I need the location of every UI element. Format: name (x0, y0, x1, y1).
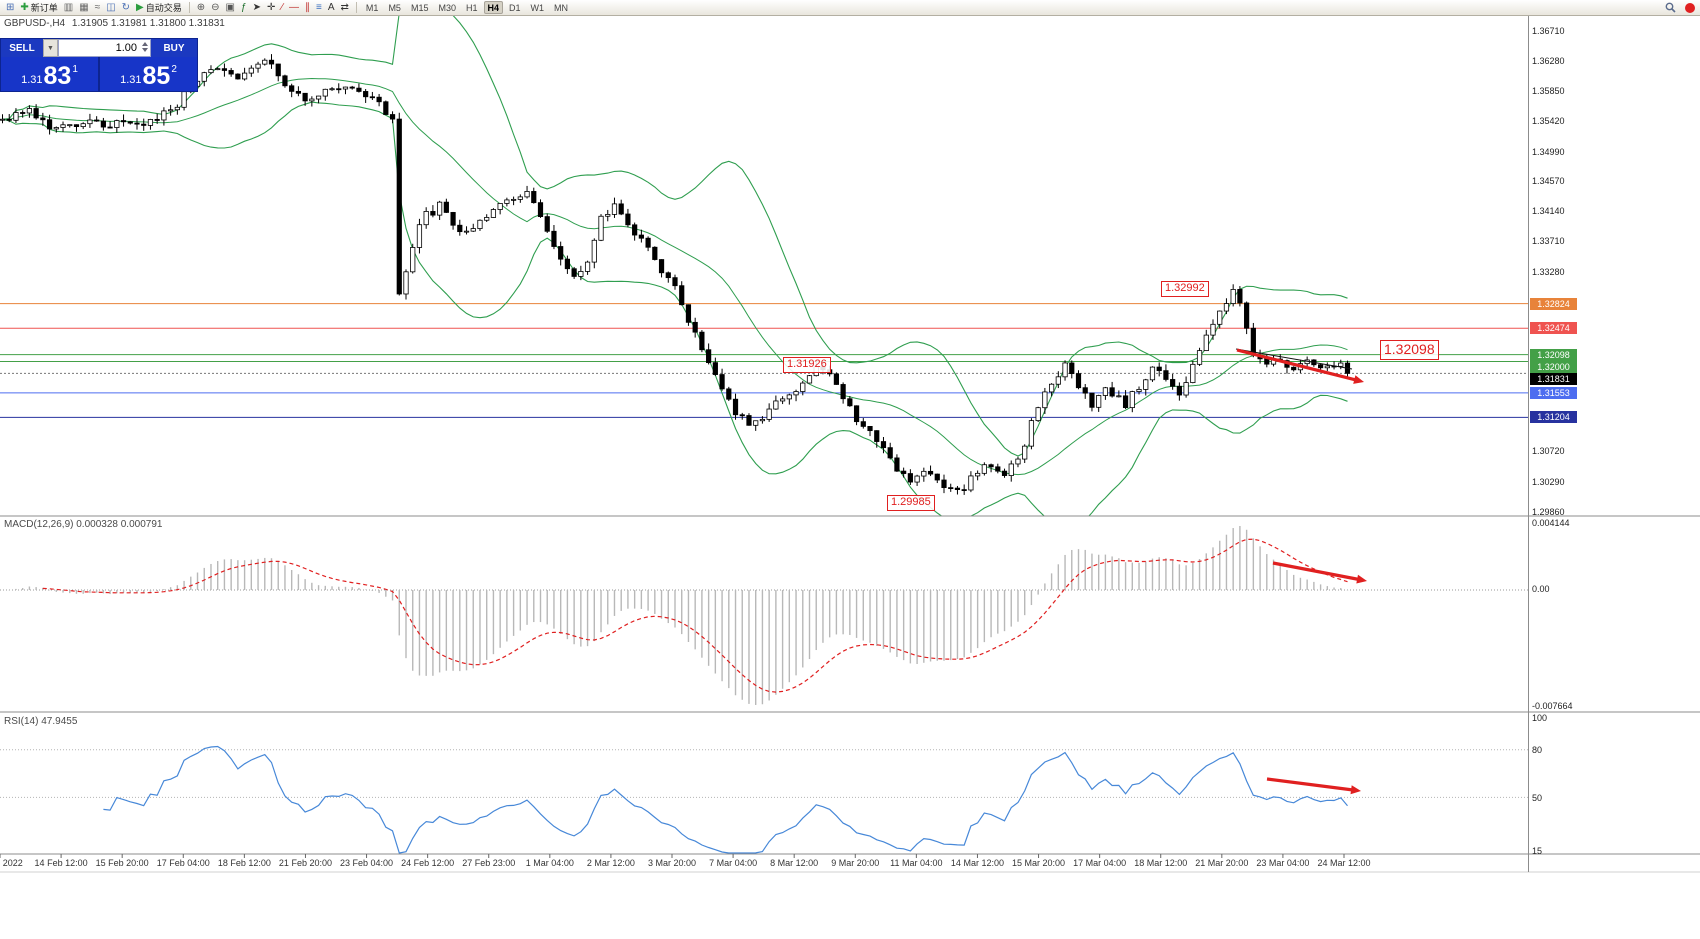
toolbar-right-group (1662, 1, 1697, 15)
chart-candles-icon[interactable]: ▦ (77, 1, 90, 15)
cursor-icon-glyph: ➤ (252, 1, 261, 13)
new-order-button-label: 新订单 (30, 3, 58, 13)
indicators-icon[interactable]: ƒ (239, 1, 249, 15)
buy-price-big: 85 (142, 62, 171, 90)
trendline-icon-glyph: ∕ (281, 1, 284, 13)
timeframe-d1-button[interactable]: D1 (509, 3, 521, 13)
search-icon-glyph (1665, 2, 1676, 13)
timeframe-mn-button[interactable]: MN (554, 3, 569, 13)
text-tool-icon[interactable]: A (326, 1, 337, 15)
price-axis[interactable] (1529, 16, 1700, 872)
sell-price-display[interactable]: 1.31 83 1 (1, 57, 98, 91)
chart-line-icon[interactable]: ≈ (93, 1, 103, 15)
arrows-tool-icon-glyph: ⇄ (340, 1, 349, 13)
autotrade-button[interactable]: ▶ 自动交易 (134, 1, 184, 15)
timeframe-m1-button[interactable]: M1 (365, 3, 379, 13)
profiles-icon-glyph: ◫ (106, 1, 116, 13)
buy-price-display[interactable]: 1.31 85 2 (100, 57, 197, 91)
symbol-timeframe-label: GBPUSD-,H4 (4, 18, 66, 29)
buy-price-sup: 2 (171, 64, 177, 75)
one-click-trading-widget: SELL ▼ 1.00 BUY 1.31 83 1 1.31 85 2 (0, 38, 198, 92)
main-toolbar: ⊞ ✚ 新订单 ▥ ▦ ≈ ◫ ↻ ▶ 自动交易 ⊕ ⊖ ▣ ƒ ➤ ✛ ∕ ― ∥ ≡ A ⇄ M1 M5 M15 M30 H… (0, 0, 1700, 16)
zoom-in-icon-glyph: ⊕ (196, 1, 206, 13)
sell-button[interactable]: SELL (1, 39, 43, 57)
timeframe-h4-button[interactable]: H4 (483, 1, 504, 14)
cursor-icon[interactable]: ➤ (251, 1, 263, 15)
volume-dropdown-icon[interactable]: ▼ (43, 39, 58, 57)
fibonacci-icon-glyph: ≡ (316, 1, 322, 13)
one-click-top-row: SELL ▼ 1.00 BUY (1, 39, 197, 57)
toolbar-drawing-group: ⊕ ⊖ ▣ ƒ ➤ ✛ ∕ ― ∥ ≡ A ⇄ (194, 1, 352, 15)
grid-icon[interactable]: ▣ (224, 1, 237, 15)
refresh-icon-glyph: ↻ (121, 1, 131, 13)
search-icon[interactable] (1663, 1, 1678, 15)
price-callout[interactable]: 1.32992 (1161, 281, 1209, 297)
new-order-button-glyph: ✚ (20, 1, 29, 13)
sell-price-sup: 1 (72, 64, 78, 75)
new-chart-icon[interactable]: ⊞ (4, 1, 16, 15)
refresh-icon[interactable]: ↻ (120, 1, 132, 15)
macd-panel[interactable] (0, 516, 1528, 712)
price-callout[interactable]: 1.29985 (887, 495, 935, 511)
crosshair-icon[interactable]: ✛ (265, 1, 277, 15)
chart-bars-icon-glyph: ▥ (63, 1, 74, 13)
volume-input[interactable]: 1.00 (58, 39, 151, 57)
toolbar-separator (355, 2, 357, 13)
chart-line-icon-glyph: ≈ (94, 1, 101, 13)
trendline-icon[interactable]: ∕ (279, 1, 285, 15)
timeframe-m30-button[interactable]: M30 (438, 3, 456, 13)
new-chart-icon-glyph: ⊞ (6, 1, 15, 13)
hline-icon[interactable]: ― (287, 1, 301, 15)
chart-candles-icon-glyph: ▦ (79, 1, 89, 13)
rsi-panel[interactable] (0, 712, 1528, 854)
notification-badge-icon[interactable] (1685, 2, 1695, 13)
rsi-indicator-label: RSI(14) 47.9455 (4, 716, 78, 727)
autotrade-button-label: 自动交易 (145, 3, 182, 13)
profiles-icon[interactable]: ◫ (104, 1, 117, 15)
zoom-out-icon-glyph: ⊖ (211, 1, 220, 13)
buy-button[interactable]: BUY (151, 39, 197, 57)
volume-value: 1.00 (115, 42, 137, 54)
timeframe-h1-button[interactable]: H1 (465, 3, 478, 13)
toolbar-standard-group: ⊞ ✚ 新订单 ▥ ▦ ≈ ◫ ↻ ▶ 自动交易 (3, 1, 185, 15)
zoom-in-icon[interactable]: ⊕ (195, 1, 207, 15)
volume-stepper[interactable] (142, 42, 148, 52)
hline-icon-glyph: ― (289, 1, 300, 13)
macd-indicator-label: MACD(12,26,9) 0.000328 0.000791 (4, 519, 163, 530)
new-order-button[interactable]: ✚ 新订单 (18, 1, 59, 15)
timeframe-w1-button[interactable]: W1 (530, 3, 545, 13)
price-callout[interactable]: 1.31926 (783, 357, 831, 373)
chart-title: GBPUSD-,H4 1.31905 1.31981 1.31800 1.318… (4, 18, 229, 29)
chart-bars-icon[interactable]: ▥ (62, 1, 75, 15)
one-click-price-row: 1.31 83 1 1.31 85 2 (1, 57, 197, 91)
text-tool-icon-glyph: A (327, 1, 335, 13)
price-callout[interactable]: 1.32098 (1380, 340, 1439, 360)
indicators-icon-glyph: ƒ (241, 1, 247, 13)
timeframe-m15-button[interactable]: M15 (410, 3, 429, 13)
autotrade-button-glyph: ▶ (136, 1, 144, 13)
timeframe-m5-button[interactable]: M5 (388, 3, 401, 13)
time-axis[interactable] (0, 854, 1528, 872)
price-panel[interactable] (0, 16, 1528, 516)
arrows-tool-icon[interactable]: ⇄ (339, 1, 351, 15)
vline-icon-glyph: ∥ (305, 1, 311, 13)
vline-icon[interactable]: ∥ (303, 1, 312, 15)
crosshair-icon-glyph: ✛ (266, 1, 276, 13)
grid-icon-glyph: ▣ (225, 1, 235, 13)
buy-price-small: 1.31 (120, 74, 142, 86)
toolbar-timeframes-group: M1 M5 M15 M30 H1 H4 D1 W1 MN (361, 1, 573, 14)
zoom-out-icon[interactable]: ⊖ (209, 1, 221, 15)
sell-price-big: 83 (43, 62, 72, 90)
fibonacci-icon[interactable]: ≡ (314, 1, 324, 15)
toolbar-separator (188, 2, 190, 13)
ohlc-values: 1.31905 1.31981 1.31800 1.31831 (71, 18, 225, 29)
sell-price-small: 1.31 (21, 74, 43, 86)
